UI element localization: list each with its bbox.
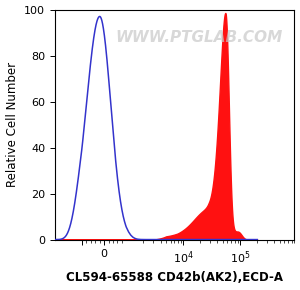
Text: WWW.PTGLAB.COM: WWW.PTGLAB.COM: [115, 30, 282, 45]
X-axis label: CL594-65588 CD42b(AK2),ECD-A: CL594-65588 CD42b(AK2),ECD-A: [66, 271, 283, 284]
Y-axis label: Relative Cell Number: Relative Cell Number: [6, 62, 19, 187]
